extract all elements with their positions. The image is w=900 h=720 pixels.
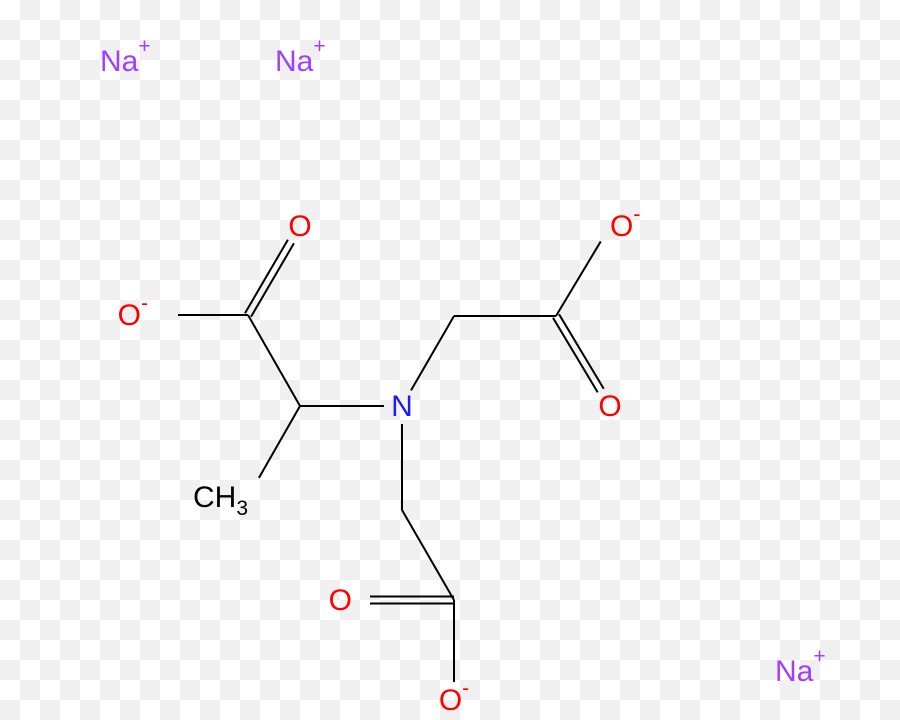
bond [251,243,294,316]
bond [553,318,598,393]
bond [248,315,300,406]
sodium-ion-1: Na+ [275,35,326,78]
atom-label-O3: O- [610,203,640,243]
bond [402,510,454,600]
bond [245,240,288,313]
atom-label-O1: O [288,210,311,243]
bond [259,406,300,478]
bond [411,316,454,390]
atom-label-O5: O [329,584,352,617]
sodium-ion-0: Na+ [100,35,151,78]
atom-label-O6: O- [439,677,469,717]
bond [559,314,604,389]
sodium-ion-2: Na+ [775,645,826,688]
molecule-diagram: N O O- CH3 O- O O O- Na+ Na+ Na+ [0,0,900,720]
atom-label-CH3: CH3 [193,481,248,521]
atom-label-O2: O- [118,292,148,332]
atom-label-O4: O [598,390,621,423]
atom-label-N: N [391,390,413,423]
bond [556,241,601,316]
